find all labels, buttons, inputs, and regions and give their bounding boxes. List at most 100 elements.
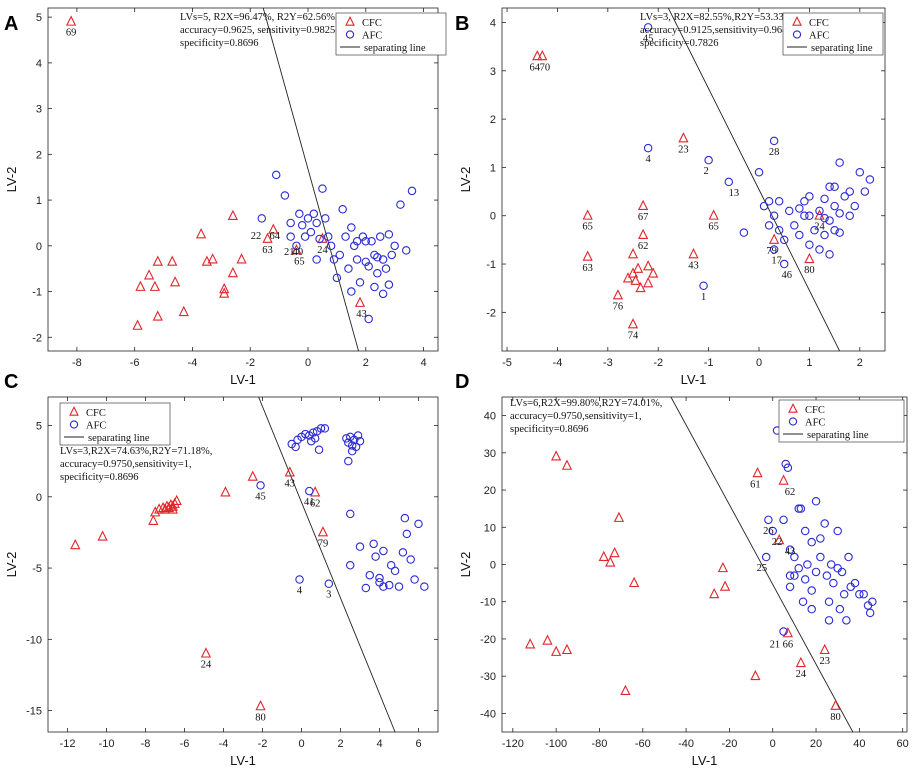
legend-label: separating line (364, 43, 426, 54)
afc-point (820, 230, 829, 240)
afc-point (800, 196, 809, 206)
afc-point (373, 269, 382, 278)
afc-point (800, 575, 810, 584)
afc-point (406, 555, 415, 564)
afc-point (785, 582, 795, 592)
cfc-point (609, 547, 620, 558)
afc-point (805, 211, 814, 220)
afc-point (364, 262, 373, 271)
x-tick-label: -2 (245, 357, 255, 369)
afc-point (315, 234, 324, 244)
y-tick-label: -1 (32, 287, 42, 299)
cfc-point (782, 627, 794, 638)
sample-label: 65 (294, 256, 305, 267)
afc-point (790, 552, 799, 562)
x-tick-label: 60 (897, 738, 909, 750)
afc-point (381, 264, 391, 273)
afc-point (855, 168, 865, 177)
cfc-point (532, 49, 543, 61)
afc-point (407, 186, 417, 196)
legend-box (59, 402, 171, 446)
y-tick-label: 40 (484, 411, 496, 423)
cfc-point (717, 561, 729, 573)
afc-point (768, 526, 777, 536)
sample-label: 80 (804, 265, 815, 276)
afc-point (341, 232, 350, 241)
cfc-point (262, 232, 273, 243)
y-tick-label: 20 (484, 485, 496, 497)
afc-point (825, 182, 834, 191)
cfc-point (778, 474, 789, 485)
x-axis-label: LV-1 (692, 753, 718, 768)
cfc-point (804, 252, 815, 264)
cfc-point (97, 530, 108, 541)
afc-point (314, 445, 324, 454)
y-tick-label: 0 (490, 211, 496, 223)
afc-point (850, 201, 860, 211)
y-tick-label: 2 (490, 114, 496, 126)
afc-point (312, 218, 321, 228)
cfc-point (149, 280, 161, 291)
cfc-point (291, 244, 302, 255)
sample-label: 79 (318, 538, 329, 549)
afc-point (779, 515, 788, 525)
x-tick-label: 20 (810, 738, 822, 750)
sample-label: 76 (613, 301, 624, 312)
separating-line (670, 397, 854, 732)
afc-point (800, 211, 809, 220)
cfc-point (167, 255, 178, 266)
legend-afc-marker (792, 30, 802, 39)
x-tick-label: -100 (545, 738, 567, 750)
y-axis-label: LV-2 (4, 552, 19, 578)
legend-cfc-marker (788, 402, 798, 413)
afc-point (794, 563, 803, 573)
x-tick-label: 2 (363, 357, 369, 369)
afc-point (785, 545, 795, 554)
afc-point (375, 578, 384, 587)
sample-label: 23 (819, 656, 830, 667)
sample-label: 62 (638, 241, 649, 252)
sample-label: 80 (255, 712, 266, 723)
sample-label: 61 (750, 479, 761, 490)
afc-point (860, 187, 870, 196)
afc-point (291, 442, 300, 452)
afc-point (820, 519, 829, 528)
cfc-point (643, 260, 654, 271)
afc-point (280, 191, 290, 200)
afc-point (739, 228, 749, 237)
sample-label: 40 (293, 247, 304, 258)
cfc-point (768, 233, 780, 244)
sample-label: 67 (638, 212, 649, 223)
sample-label: 4 (646, 154, 652, 165)
afc-point (699, 281, 708, 291)
cfc-point (525, 638, 536, 649)
cfc-point (561, 643, 573, 655)
afc-point (807, 604, 816, 614)
model-stats-line: LVs=6,R2X=99.80%,R2Y=74.01%, (510, 398, 662, 409)
y-axis-label: LV-2 (4, 167, 19, 193)
y-tick-label: 1 (490, 162, 496, 174)
cfc-point (622, 272, 634, 283)
afc-point (295, 575, 304, 584)
legend-label: CFC (805, 405, 825, 416)
afc-point (844, 552, 853, 562)
afc-point (779, 627, 788, 636)
afc-point (286, 218, 295, 228)
legend-label: separating line (811, 43, 873, 54)
afc-point (310, 434, 320, 443)
chart-panel-c: C-12 -10 -8 -6 -4 -2 0 2 4 6-15-10-505LV-1LV-2434… (4, 371, 439, 768)
sample-label: 13 (729, 188, 740, 199)
cfc-point (643, 277, 654, 288)
afc-point (724, 177, 734, 187)
afc-point (347, 446, 357, 456)
afc-point (815, 245, 824, 254)
afc-point (794, 504, 803, 513)
cfc-point (154, 503, 165, 514)
legend-cfc-marker (792, 15, 802, 26)
afc-point (369, 539, 378, 549)
afc-point (810, 225, 819, 235)
afc-point (338, 204, 347, 214)
sample-label: 3 (326, 590, 331, 601)
afc-point (779, 235, 789, 245)
